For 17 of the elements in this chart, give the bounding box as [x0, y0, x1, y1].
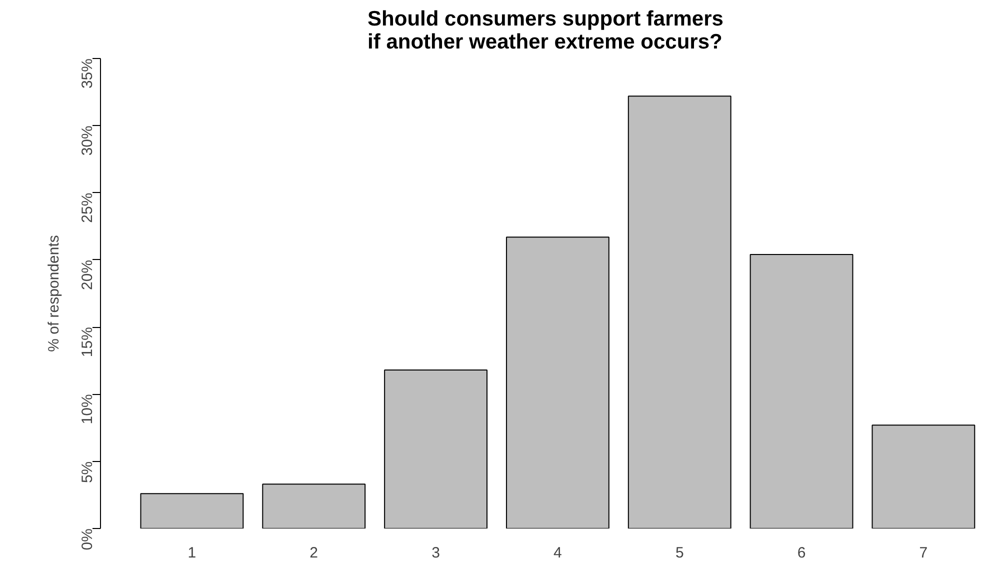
- y-tick-label: 0%: [79, 528, 96, 550]
- y-tick-label: 15%: [79, 327, 96, 358]
- x-tick-label: 1: [188, 544, 196, 562]
- x-tick-label: 3: [432, 544, 440, 562]
- x-tick-label: 6: [797, 544, 806, 562]
- x-tick-label: 2: [310, 544, 318, 562]
- x-tick-label: 4: [554, 544, 562, 562]
- y-tick-label: 10%: [79, 394, 96, 424]
- y-tick-label: 35%: [79, 58, 96, 89]
- y-axis-title: % of respondents: [46, 235, 62, 352]
- y-tick-label: 20%: [79, 260, 96, 290]
- x-tick-label: 5: [675, 544, 684, 562]
- y-tick-label: 5%: [79, 461, 96, 484]
- y-tick-label: 25%: [79, 192, 96, 223]
- x-tick-label: 7: [919, 544, 928, 562]
- y-tick-label: 30%: [79, 126, 96, 156]
- chart-title: Should consumers support farmers if another weather extreme occurs?: [368, 8, 724, 54]
